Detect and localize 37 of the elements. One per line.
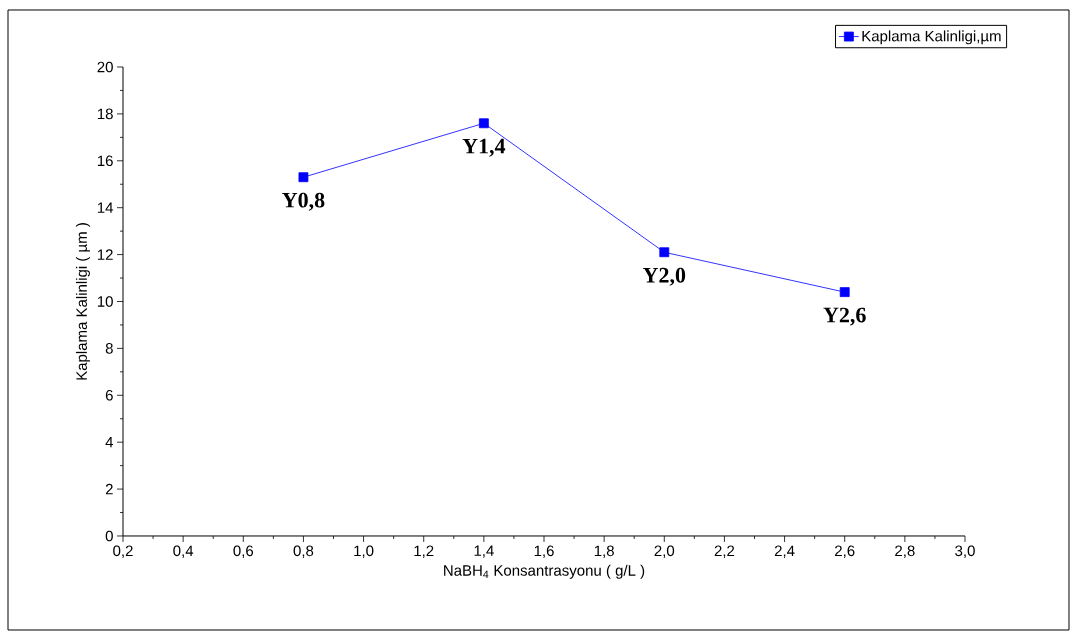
x-tick-label: 1,8: [594, 545, 614, 558]
y-tick-label: 0: [105, 530, 113, 542]
x-tick-label: 2,2: [714, 545, 735, 558]
point: [298, 172, 309, 183]
x-tick-label: 1,0: [354, 545, 374, 558]
y-tick-label: 18: [97, 108, 113, 120]
annotation: Y1,4: [462, 138, 506, 157]
x-tick-label: 1,6: [534, 545, 554, 558]
x-tick-label: 1,2: [414, 545, 434, 558]
y-axis-title: Kaplama Kalinligi ( µm ): [75, 223, 90, 380]
x-tick-label: 2,8: [895, 545, 915, 558]
x-tick-label: 2,4: [774, 545, 795, 558]
y-tick-label: 4: [105, 437, 114, 448]
y-tick-label: 12: [97, 249, 113, 260]
point: [478, 118, 489, 129]
y-tick-label: 16: [97, 155, 113, 167]
y-tick-label: 2: [105, 483, 113, 495]
point: [839, 287, 850, 298]
x-tick-label: 3,0: [955, 545, 975, 558]
x-tick-label: 1,4: [474, 545, 494, 558]
x-axis-title: NaBH$_{4}$ Konsantrasyonu ( g/L ): [444, 564, 645, 579]
y-tick-label: 10: [97, 296, 113, 307]
x-tick-label: 0,4: [173, 545, 194, 558]
x-tick-label: 0,8: [293, 545, 314, 558]
x-tick-label: 2,6: [835, 545, 855, 558]
annotation: Y2,6: [823, 307, 866, 326]
x-tick-label: 2,0: [654, 545, 675, 558]
annotation: Y0,8: [282, 192, 325, 211]
x-tick-label: 0,2: [113, 545, 133, 558]
y-tick-label: 8: [105, 343, 113, 354]
legend-label: Kaplama Kalinligi,µm: [862, 30, 1001, 45]
y-tick-label: 20: [97, 61, 113, 73]
x-tick-label: 0,6: [233, 545, 254, 558]
annotation: Y2,0: [642, 267, 686, 286]
y-tick-label: 14: [97, 202, 114, 213]
point: [659, 247, 670, 258]
y-tick-label: 6: [105, 389, 113, 401]
